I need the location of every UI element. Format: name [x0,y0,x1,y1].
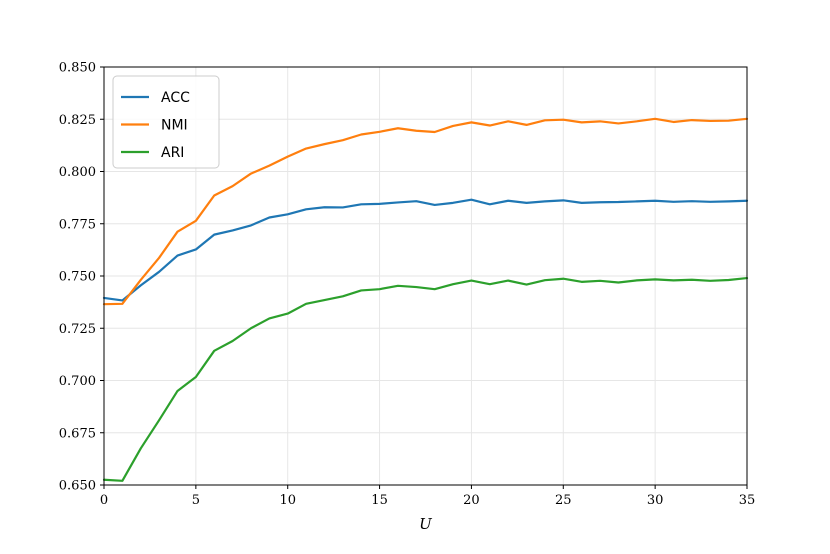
y-tick-label: 0.650 [59,479,96,494]
x-axis-label: U [419,515,433,533]
legend: ACC NMI ARI [112,75,220,169]
y-tick-label: 0.800 [59,165,96,180]
series-lines [102,117,749,482]
series-line-ari [102,276,749,482]
x-tick-label: 15 [371,493,388,508]
y-axis: 0.650 0.675 0.700 0.725 0.750 0.775 0.800 0.825… [59,61,104,494]
legend-box [112,75,220,169]
legend-label-nmi: NMI [161,118,188,134]
x-axis: 0 5 10 15 20 25 30 35 [100,485,755,508]
x-tick-label: 10 [279,493,296,508]
legend-label-acc: ACC [161,90,190,106]
legend-label-ari: ARI [161,145,184,161]
x-tick-label: 35 [739,493,756,508]
x-tick-label: 25 [555,493,572,508]
y-tick-label: 0.750 [59,270,96,285]
y-tick-label: 0.725 [59,322,96,337]
x-tick-label: 20 [463,493,480,508]
series-line-nmi [102,117,749,306]
x-tick-label: 5 [192,493,200,508]
series-line-acc [102,198,749,302]
x-tick-label: 0 [100,493,108,508]
x-tick-label: 30 [647,493,664,508]
y-tick-label: 0.675 [59,426,96,441]
y-tick-label: 0.700 [59,374,96,389]
y-tick-label: 0.825 [59,113,96,128]
y-tick-label: 0.775 [59,217,96,232]
y-tick-label: 0.850 [59,61,96,76]
